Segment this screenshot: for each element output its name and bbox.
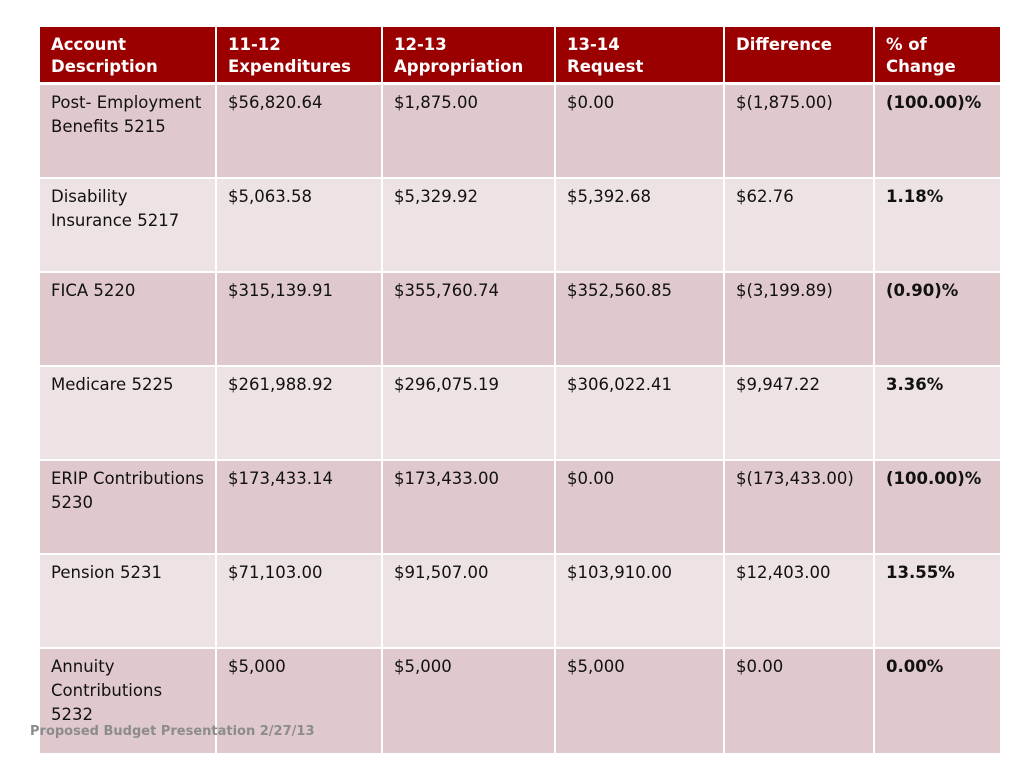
percent-change-cell: 1.18% [874,177,1000,273]
presentation-footer: Proposed Budget Presentation 2/27/13 [30,724,315,739]
header-row: Account Description 11-12 Expenditures 1… [40,27,1000,85]
request-cell: $5,392.68 [555,177,725,273]
header-12-13-appropriation: 12-13 Appropriation [382,27,556,85]
request-cell: $0.00 [555,83,725,179]
account-cell: Post- Employment Benefits 5215 [40,83,217,179]
account-cell: Disability Insurance 5217 [40,177,217,273]
expenditures-cell: $71,103.00 [216,553,383,649]
appropriation-cell: $5,329.92 [382,177,556,273]
appropriation-cell: $5,000 [382,647,556,755]
request-cell: $5,000 [555,647,725,755]
difference-cell: $(1,875.00) [724,83,875,179]
request-cell: $0.00 [555,459,725,555]
expenditures-cell: $5,000 [216,647,383,755]
account-cell: ERIP Contributions 5230 [40,459,217,555]
percent-change-cell: 13.55% [874,553,1000,649]
expenditures-cell: $315,139.91 [216,271,383,367]
difference-cell: $62.76 [724,177,875,273]
expenditures-cell: $5,063.58 [216,177,383,273]
account-cell: Pension 5231 [40,553,217,649]
header-difference: Difference [724,27,875,85]
percent-change-cell: (100.00)% [874,83,1000,179]
appropriation-cell: $91,507.00 [382,553,556,649]
percent-change-cell: 3.36% [874,365,1000,461]
appropriation-cell: $1,875.00 [382,83,556,179]
percent-change-cell: (100.00)% [874,459,1000,555]
header-account-description: Account Description [40,27,217,85]
table-row: FICA 5220 $315,139.91 $355,760.74 $352,5… [40,271,1000,367]
account-cell: Annuity Contributions 5232 [40,647,217,755]
difference-cell: $9,947.22 [724,365,875,461]
appropriation-cell: $296,075.19 [382,365,556,461]
header-13-14-request: 13-14 Request [555,27,725,85]
header-percent-change: % of Change [874,27,1000,85]
difference-cell: $(173,433.00) [724,459,875,555]
account-cell: Medicare 5225 [40,365,217,461]
percent-change-cell: (0.90)% [874,271,1000,367]
expenditures-cell: $173,433.14 [216,459,383,555]
expenditures-cell: $261,988.92 [216,365,383,461]
table-row: Post- Employment Benefits 5215 $56,820.6… [40,83,1000,179]
request-cell: $352,560.85 [555,271,725,367]
table-row: Annuity Contributions 5232 $5,000 $5,000… [40,647,1000,755]
table-row: Disability Insurance 5217 $5,063.58 $5,3… [40,177,1000,273]
header-11-12-expenditures: 11-12 Expenditures [216,27,383,85]
table-row: ERIP Contributions 5230 $173,433.14 $173… [40,459,1000,555]
difference-cell: $12,403.00 [724,553,875,649]
table-row: Pension 5231 $71,103.00 $91,507.00 $103,… [40,553,1000,649]
appropriation-cell: $355,760.74 [382,271,556,367]
expenditures-cell: $56,820.64 [216,83,383,179]
percent-change-cell: 0.00% [874,647,1000,755]
appropriation-cell: $173,433.00 [382,459,556,555]
difference-cell: $0.00 [724,647,875,755]
budget-table: Account Description 11-12 Expenditures 1… [40,27,1000,755]
account-cell: FICA 5220 [40,271,217,367]
difference-cell: $(3,199.89) [724,271,875,367]
table-row: Medicare 5225 $261,988.92 $296,075.19 $3… [40,365,1000,461]
request-cell: $103,910.00 [555,553,725,649]
request-cell: $306,022.41 [555,365,725,461]
